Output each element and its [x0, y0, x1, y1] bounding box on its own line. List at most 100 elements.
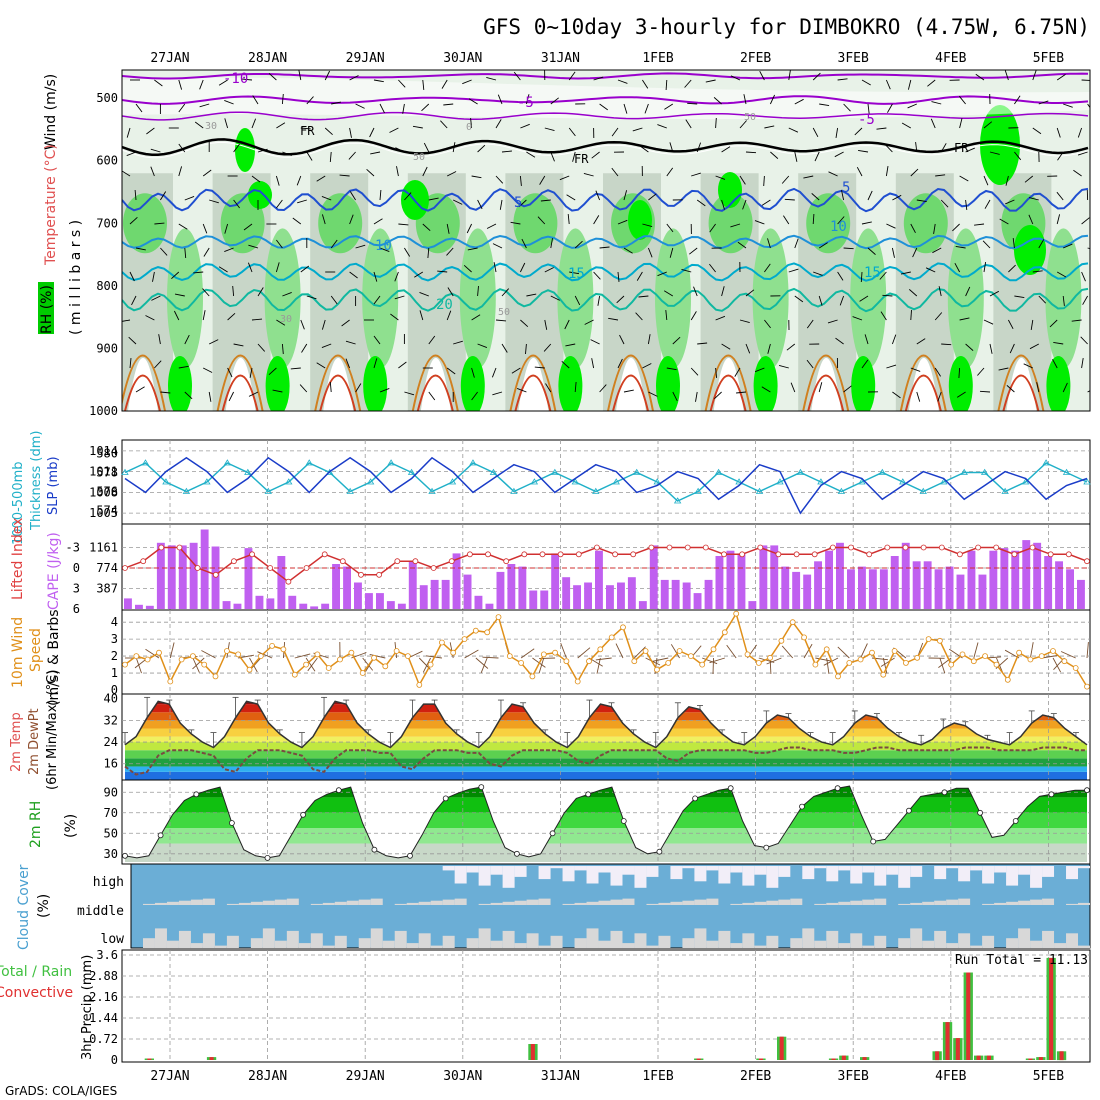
data-point [878, 468, 887, 475]
data-point [407, 468, 416, 475]
data-point [721, 551, 727, 558]
cape-bar [463, 574, 472, 609]
tick-label: 800 [96, 279, 118, 293]
wind-barb [910, 367, 921, 372]
wind-barb [306, 96, 314, 105]
data-point [303, 565, 310, 571]
cape-bar [222, 601, 231, 609]
wind-barb [685, 119, 692, 129]
wind-barb [511, 367, 521, 374]
data-point [575, 551, 582, 558]
rh-series [122, 784, 1090, 861]
cape-bar [879, 569, 888, 609]
data-point [122, 661, 128, 668]
cape-bar [376, 593, 384, 609]
rh-point [442, 795, 449, 802]
cloud-high [490, 866, 503, 875]
wind-barb [151, 295, 161, 301]
wind-barb [940, 199, 949, 208]
rh-region [168, 355, 192, 411]
cloud-low [718, 930, 731, 948]
bottom-date-label: 30JAN [443, 1069, 482, 1084]
wind-barb [550, 295, 560, 301]
wind-barb [184, 334, 190, 345]
top-date-label: 30JAN [443, 51, 482, 66]
data-point [518, 660, 524, 666]
temperature-contour [122, 141, 1089, 159]
contour-label: 15 [864, 265, 881, 281]
contour-label: 20 [436, 297, 453, 313]
lifted-index-series [122, 544, 1090, 585]
data-point [158, 544, 165, 551]
wind-barb [885, 166, 889, 177]
data-point [321, 551, 328, 558]
temperature-contour [314, 354, 362, 411]
data-point [648, 544, 655, 551]
data-point [612, 478, 620, 485]
wind-barb [934, 312, 943, 321]
wind-barb [1032, 270, 1043, 273]
wind-barb [867, 247, 876, 255]
wind-barb [1030, 319, 1034, 330]
wind-barb [794, 98, 804, 105]
wind-barb [666, 367, 677, 371]
wind-barb [687, 102, 698, 105]
data-point [1083, 478, 1091, 485]
wind-barb [886, 364, 897, 369]
cape-bar [419, 585, 428, 609]
cape-bar [529, 590, 538, 609]
wind-barb [867, 190, 873, 201]
wind-barb [1014, 151, 1022, 161]
cloud-low [862, 945, 875, 948]
cloud-mid [142, 903, 155, 905]
wind-barb [544, 127, 555, 132]
wind-barb [812, 127, 819, 138]
cloud-mid [1006, 901, 1019, 905]
data-point [182, 487, 191, 494]
data-point [133, 653, 140, 659]
cloud-mid [766, 900, 779, 905]
cloud-high [1030, 866, 1043, 888]
rh-region [220, 193, 265, 254]
wind-barb [1052, 358, 1058, 369]
wind-barb [965, 286, 971, 297]
wind-barb [1087, 103, 1090, 109]
cloud-high [742, 866, 755, 886]
rh-panel: 90 70 50 30 2m RH (%) [28, 779, 1091, 865]
wind-barb [550, 238, 553, 249]
wind-barb [885, 144, 893, 153]
wind-barb [973, 642, 979, 659]
wind-barb [526, 293, 537, 297]
cape-ylabel-2: CAPE (J/kg) [46, 532, 62, 610]
wind-barb [595, 657, 612, 661]
cloud-mid [874, 898, 887, 905]
cloud-low [538, 945, 551, 948]
wind-barb [428, 335, 436, 345]
wind-barb [933, 223, 936, 234]
data-point [938, 544, 945, 551]
cape-bar [507, 564, 516, 609]
wind-barb [1063, 103, 1073, 108]
wind-barb [126, 127, 131, 138]
wind-barb [910, 168, 919, 177]
wind-barb [521, 238, 527, 249]
temperature-color-bands [125, 701, 1087, 780]
tick-label: -3 [66, 541, 80, 555]
wind-barb [233, 143, 240, 153]
wind-barb [316, 175, 326, 182]
rh-point [834, 785, 841, 792]
wind-barb [726, 644, 737, 659]
data-point [620, 624, 626, 631]
temperature-contour [1002, 374, 1040, 411]
wind-barb [590, 339, 600, 345]
wind-barb [174, 293, 185, 297]
cape-bar [901, 542, 910, 609]
data-point [993, 544, 1000, 551]
contour-label: 50 [744, 112, 756, 123]
wind-barb [373, 218, 383, 225]
wind-barb [669, 247, 674, 258]
temp-ylabel-2: 2m DewPt [27, 708, 42, 775]
cloud-mid [946, 899, 959, 905]
wind-barb [965, 343, 974, 351]
